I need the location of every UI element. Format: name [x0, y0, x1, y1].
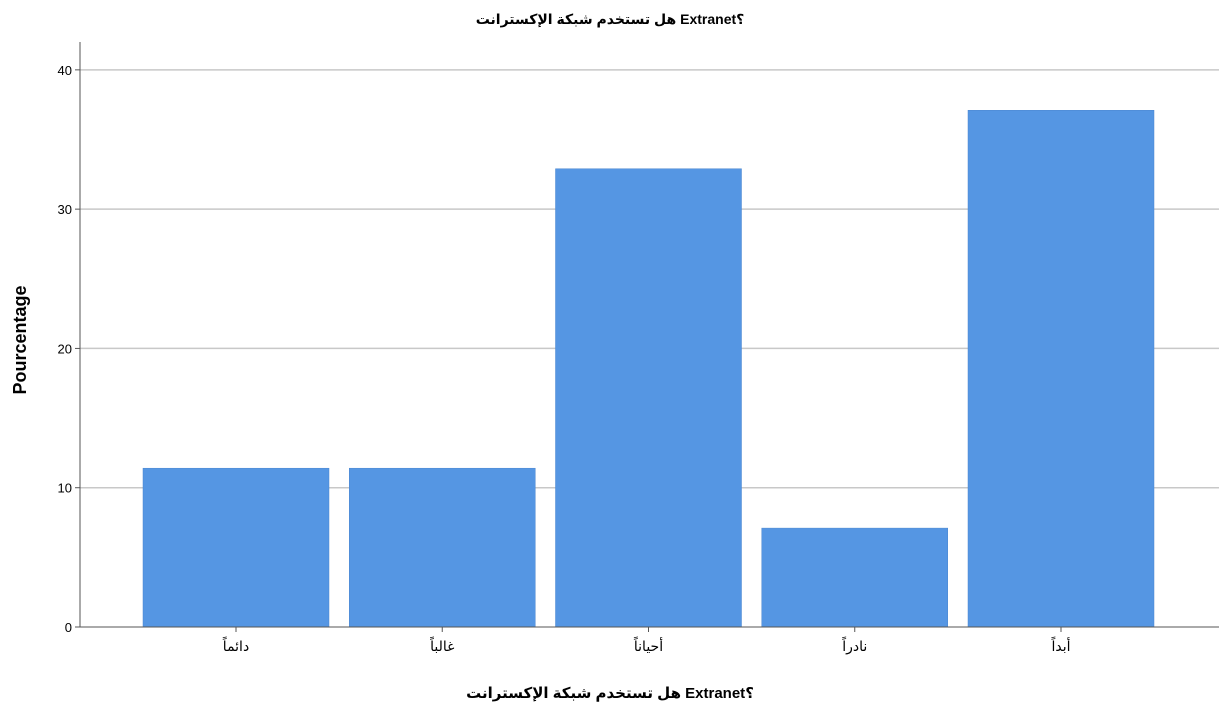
bar [142, 467, 330, 628]
chart-title: هل تستخدم شبكة الإكسترانت Extranet؟ [476, 11, 745, 28]
y-tick-label: 20 [58, 341, 72, 356]
bars [142, 110, 1155, 628]
y-tick-label: 0 [65, 620, 72, 635]
y-axis-title: Pourcentage [10, 285, 30, 394]
x-tick-label: دائماً [222, 636, 249, 654]
y-tick-label: 30 [58, 202, 72, 217]
x-axis-title: هل تستخدم شبكة الإكسترانت Extranet؟ [466, 685, 754, 702]
y-axis-ticks: 0 10 20 30 40 [58, 63, 80, 635]
x-tick-label: أحياناً [633, 636, 663, 654]
x-tick-label: أبداً [1051, 636, 1071, 654]
x-tick-label: غالباً [430, 636, 455, 654]
x-axis-ticks: دائماً غالباً أحياناً نادراً أبداً [222, 627, 1071, 655]
y-tick-label: 40 [58, 63, 72, 78]
x-tick-label: نادراً [842, 636, 868, 655]
bar [349, 467, 536, 628]
bar [555, 168, 742, 628]
y-tick-label: 10 [58, 481, 72, 496]
bar [761, 527, 948, 628]
bar [967, 110, 1155, 628]
